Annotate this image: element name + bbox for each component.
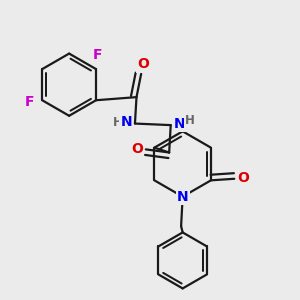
Text: N: N [177, 190, 188, 204]
Text: H: H [113, 116, 123, 128]
Text: F: F [93, 48, 102, 62]
Text: O: O [238, 170, 250, 184]
Text: F: F [25, 95, 34, 109]
Text: N: N [174, 117, 185, 130]
Text: N: N [120, 115, 132, 129]
Text: H: H [185, 114, 195, 127]
Text: O: O [137, 58, 149, 71]
Text: O: O [131, 142, 143, 156]
